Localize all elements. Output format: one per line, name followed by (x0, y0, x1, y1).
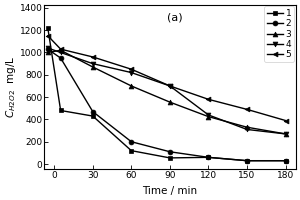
4 (91, 62, 94, 65)
3 (91, 66, 94, 68)
3 (168, 101, 172, 103)
5 (284, 119, 287, 122)
Line: 2: 2 (45, 47, 288, 163)
4 (168, 85, 172, 87)
4 (245, 128, 249, 131)
5 (46, 35, 50, 37)
5 (130, 68, 133, 70)
5 (245, 108, 249, 111)
5 (91, 56, 94, 58)
4 (46, 47, 50, 49)
Line: 5: 5 (45, 33, 288, 123)
3 (284, 133, 287, 135)
3 (207, 115, 210, 118)
Line: 1: 1 (45, 26, 288, 163)
2 (46, 48, 50, 50)
2 (245, 159, 249, 162)
3 (130, 85, 133, 87)
4 (207, 114, 210, 116)
4 (59, 51, 62, 54)
Y-axis label: $C_{H2O2}$  mg/L: $C_{H2O2}$ mg/L (4, 55, 18, 118)
2 (284, 159, 287, 162)
2 (207, 156, 210, 159)
Line: 3: 3 (45, 48, 288, 136)
5 (207, 98, 210, 101)
1 (59, 109, 62, 112)
3 (46, 51, 50, 54)
4 (130, 71, 133, 74)
X-axis label: Time / min: Time / min (142, 186, 197, 196)
Line: 4: 4 (45, 46, 288, 136)
1 (91, 115, 94, 117)
1 (207, 156, 210, 159)
Legend: 1, 2, 3, 4, 5: 1, 2, 3, 4, 5 (264, 6, 294, 62)
1 (284, 159, 287, 162)
1 (46, 27, 50, 29)
3 (59, 49, 62, 51)
5 (168, 85, 172, 87)
2 (91, 110, 94, 113)
Text: (a): (a) (167, 13, 183, 23)
2 (130, 141, 133, 143)
4 (284, 133, 287, 135)
1 (130, 149, 133, 152)
2 (168, 151, 172, 153)
1 (245, 159, 249, 162)
3 (245, 126, 249, 128)
2 (59, 57, 62, 59)
5 (59, 48, 62, 50)
1 (168, 157, 172, 159)
